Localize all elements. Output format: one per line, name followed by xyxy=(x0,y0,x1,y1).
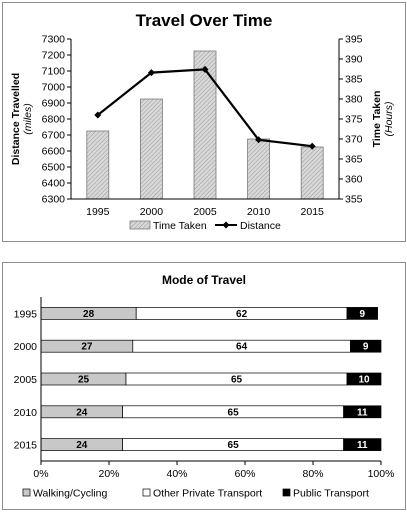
y-tick-label-6500: 6500 xyxy=(42,162,66,174)
x-tick-label-2010: 2010 xyxy=(247,206,271,218)
y-tick-label-6300: 6300 xyxy=(42,194,66,206)
point-distance-2010 xyxy=(255,136,263,144)
y-tick-label-7300: 7300 xyxy=(42,34,66,46)
y-tick-label-1995: 1995 xyxy=(14,308,38,320)
legend-swatch-distance-marker xyxy=(222,221,230,229)
bar-time-taken-1995 xyxy=(86,130,110,200)
x-tick-label-40: 40% xyxy=(166,468,187,480)
chart-title: Travel Over Time xyxy=(136,11,273,30)
y-tick-label-2000: 2000 xyxy=(14,341,38,353)
y2-tick-label-385: 385 xyxy=(345,74,363,86)
bar-segment-public-transport-2015 xyxy=(343,438,382,451)
travel-over-time-chart: Travel Over Time 6300 6400 6500 6600 6700 6800… xyxy=(2,2,406,242)
data-label-walking-cycling-1995: 28 xyxy=(83,309,95,320)
travel-over-time-svg: Travel Over Time 6300 6400 6500 6600 6700 6800… xyxy=(10,11,395,232)
bar-time-taken-2005 xyxy=(193,50,217,200)
x-tick-label-2015: 2015 xyxy=(301,206,325,218)
mode-of-travel-chart: Mode of Travel 28 62 9 1995 27 64 9 2000 25 65 10 20… xyxy=(2,262,406,510)
data-label-walking-cycling-2000: 27 xyxy=(81,342,93,353)
x-tick-label-80: 80% xyxy=(302,468,323,480)
y2-tick-label-355: 355 xyxy=(345,194,363,206)
point-distance-2000 xyxy=(147,69,155,77)
data-label-other-private-transport-2005: 65 xyxy=(231,375,243,386)
data-label-public-transport-2005: 10 xyxy=(358,375,370,386)
y-tick-label-2010: 2010 xyxy=(14,407,38,419)
bar-time-taken-2000 xyxy=(139,98,163,200)
legend-swatch-other-private-transport xyxy=(142,488,151,497)
legend-label-time-taken: Time Taken xyxy=(153,220,207,232)
x-tick-label-2005: 2005 xyxy=(193,206,217,218)
point-distance-2015 xyxy=(308,142,316,150)
bar-segment-public-transport-2005 xyxy=(346,372,382,386)
legend-label-walking-cycling: Walking/Cycling xyxy=(33,488,107,500)
y2-tick-label-380: 380 xyxy=(345,94,363,106)
legend-label-distance: Distance xyxy=(240,220,281,232)
legend-swatch-time-taken xyxy=(129,220,151,230)
y-tick-label-7200: 7200 xyxy=(42,50,66,62)
data-label-other-private-transport-2010: 65 xyxy=(228,407,240,418)
x-tick-label-20: 20% xyxy=(98,468,119,480)
y-tick-label-6900: 6900 xyxy=(42,98,66,110)
point-distance-2005 xyxy=(201,65,209,73)
x-tick-label-1995: 1995 xyxy=(86,206,110,218)
y2-tick-label-360: 360 xyxy=(345,174,363,186)
legend-swatch-public-transport xyxy=(282,488,291,497)
data-label-public-transport-2010: 11 xyxy=(357,407,368,418)
point-distance-1995 xyxy=(94,111,102,119)
y2-tick-label-365: 365 xyxy=(345,154,363,166)
y2-tick-label-370: 370 xyxy=(345,134,363,146)
y-tick-label-6700: 6700 xyxy=(42,130,66,142)
y-tick-label-6600: 6600 xyxy=(42,146,66,158)
data-label-other-private-transport-1995: 62 xyxy=(236,309,248,320)
y-tick-label-7000: 7000 xyxy=(42,82,66,94)
y2-axis-title: Time Taken xyxy=(371,91,383,148)
data-label-walking-cycling-2015: 24 xyxy=(76,440,88,451)
data-label-other-private-transport-2000: 64 xyxy=(236,342,248,353)
bar-time-taken-2010 xyxy=(247,138,271,200)
mode-of-travel-svg: Mode of Travel 28 62 9 1995 27 64 9 2000 25 65 10 20… xyxy=(14,273,395,500)
y-tick-label-2005: 2005 xyxy=(14,374,38,386)
y2-axis-unit: (Hours) xyxy=(383,101,395,136)
x-tick-label-100: 100% xyxy=(368,468,395,480)
y2-tick-label-395: 395 xyxy=(345,34,363,46)
data-label-other-private-transport-2015: 65 xyxy=(228,440,240,451)
bar-segment-public-transport-2000 xyxy=(350,339,382,353)
y-tick-label-6800: 6800 xyxy=(42,114,66,126)
x-tick-label-0: 0% xyxy=(33,468,48,480)
y-axis-unit: (miles) xyxy=(22,103,34,135)
legend-swatch-walking-cycling xyxy=(22,488,31,497)
y-tick-label-7100: 7100 xyxy=(42,66,66,78)
y-tick-label-2015: 2015 xyxy=(14,440,38,452)
bar-segment-public-transport-1995 xyxy=(346,307,378,320)
chart-title: Mode of Travel xyxy=(162,273,246,287)
y2-tick-label-390: 390 xyxy=(345,54,363,66)
data-label-walking-cycling-2010: 24 xyxy=(76,407,88,418)
data-label-public-transport-2015: 11 xyxy=(357,440,368,451)
bar-time-taken-2015 xyxy=(300,146,324,200)
y-axis-title: Distance Travelled xyxy=(10,73,22,165)
legend-label-public-transport: Public Transport xyxy=(293,488,369,500)
x-tick-label-60: 60% xyxy=(234,468,255,480)
data-label-walking-cycling-2005: 25 xyxy=(78,375,90,386)
data-label-public-transport-2000: 9 xyxy=(363,342,369,353)
data-label-public-transport-1995: 9 xyxy=(360,309,366,320)
legend-label-other-private-transport: Other Private Transport xyxy=(153,488,262,500)
y2-tick-label-375: 375 xyxy=(345,114,363,126)
y-tick-label-6400: 6400 xyxy=(42,178,66,190)
bar-segment-public-transport-2010 xyxy=(343,405,382,419)
x-tick-label-2000: 2000 xyxy=(140,206,164,218)
